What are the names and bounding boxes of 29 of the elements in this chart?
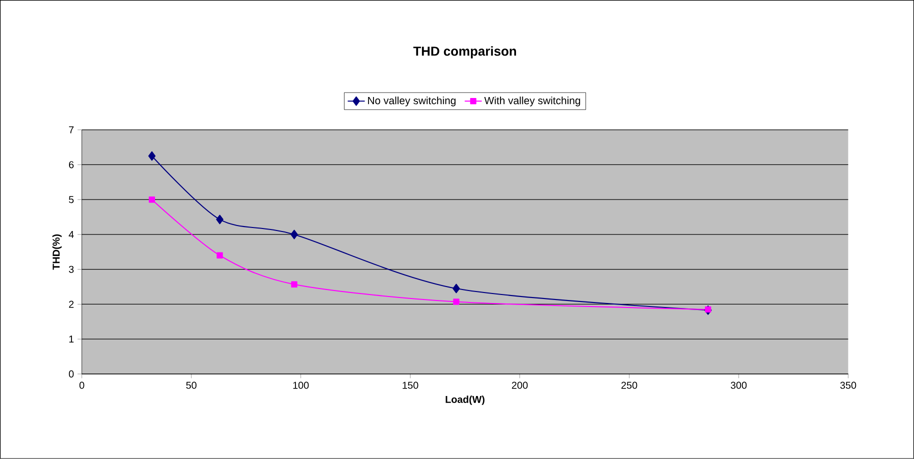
x-axis-title: Load(W) xyxy=(446,396,484,406)
point xyxy=(291,281,298,288)
x-tick-label: 100 xyxy=(293,382,309,389)
point xyxy=(290,230,298,240)
y-tick-label: 4 xyxy=(68,231,74,238)
x-tick-label: 350 xyxy=(840,382,856,389)
point xyxy=(452,284,460,294)
y-tick-label: 5 xyxy=(68,196,74,204)
legend-label: No valley switching xyxy=(368,96,456,106)
point xyxy=(216,252,223,259)
point xyxy=(216,214,224,224)
y-axis-title: THD(%) xyxy=(52,234,62,270)
y-tick-label: 7 xyxy=(69,126,74,134)
point xyxy=(148,151,156,161)
y-tick-label: 0 xyxy=(68,370,74,378)
x-tick-label: 300 xyxy=(730,382,747,389)
y-tick-label: 2 xyxy=(69,300,74,308)
y-tick-label: 3 xyxy=(68,266,74,273)
y-tick-label: 6 xyxy=(69,161,74,168)
x-tick-label: 200 xyxy=(512,382,528,389)
x-tick-label: 50 xyxy=(186,382,196,389)
x-tick-label: 150 xyxy=(402,382,418,389)
y-tick-label: 1 xyxy=(69,336,74,343)
x-tick-label: 0 xyxy=(79,382,84,389)
point xyxy=(453,298,460,305)
x-tick-label: 250 xyxy=(621,382,638,389)
legend-label: With valley switching xyxy=(484,96,580,106)
point xyxy=(148,196,156,203)
chart-title: THD comparison xyxy=(413,46,516,58)
